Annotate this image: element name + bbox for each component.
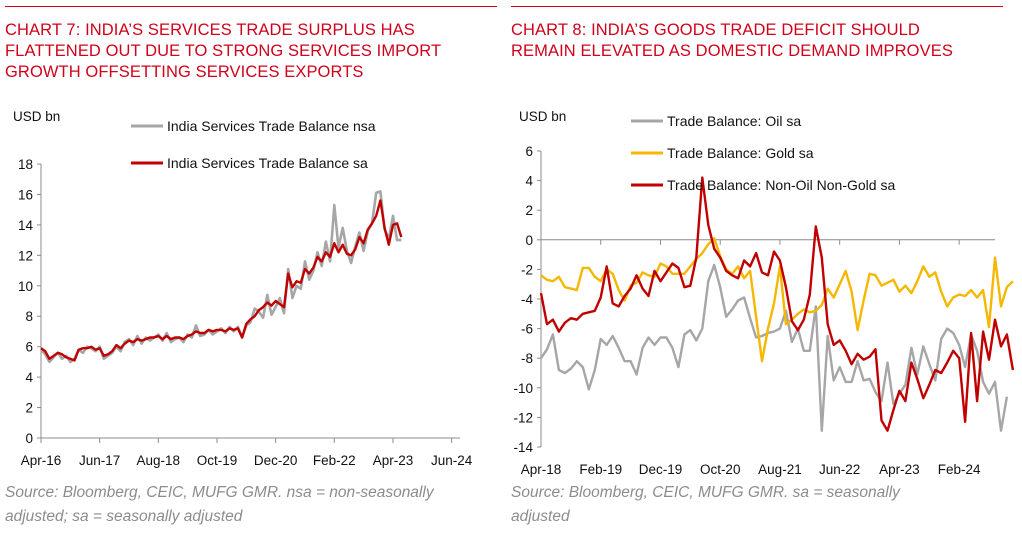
y-tick-label: 0 — [525, 233, 533, 248]
legend-label: Trade Balance: Oil sa — [667, 113, 801, 129]
chart-8-svg: USD bn -14 -12 -10 -8 -6 -4 -2 0 2 4 6 Apr-18 Feb-19 D… — [513, 109, 1015, 477]
y-tick-label: -4 — [521, 292, 533, 307]
x-tick-label: Apr-16 — [21, 453, 62, 468]
source-line: adjusted — [511, 508, 570, 525]
x-tick-label: Jun-22 — [819, 462, 860, 477]
chart-title: CHART 8: INDIA’S GOODS TRADE DEFICIT SHO… — [511, 20, 1003, 62]
y-tick-label: 6 — [25, 340, 33, 355]
y-tick-label: 16 — [18, 187, 33, 202]
y-tick-label: 0 — [25, 431, 33, 446]
title-line: REMAIN ELEVATED AS DOMESTIC DEMAND IMPRO… — [511, 42, 953, 60]
y-tick-label: 18 — [18, 157, 33, 172]
y-tick-label: 6 — [525, 144, 533, 159]
y-tick-label: 8 — [25, 309, 33, 324]
legend-label: India Services Trade Balance sa — [167, 155, 368, 171]
title-line: FLATTENED OUT DUE TO STRONG SERVICES IMP… — [5, 42, 442, 60]
y-unit-label: USD bn — [519, 109, 566, 124]
chart-7-svg: USD bn 0 2 4 6 8 10 12 14 16 18 Apr-16 Jun-17 Aug-18 O… — [13, 109, 473, 468]
title-line: CHART 7: INDIA’S SERVICES TRADE SURPLUS … — [5, 21, 415, 39]
y-tick-label: -10 — [513, 381, 533, 396]
y-tick-label: -2 — [521, 262, 533, 277]
y-tick-label: 14 — [18, 218, 34, 233]
y-tick-label: -8 — [521, 351, 533, 366]
x-tick-label: Dec-20 — [254, 453, 298, 468]
x-tick-label: Oct-19 — [197, 453, 238, 468]
y-unit-label: USD bn — [13, 109, 60, 124]
y-tick-label: 2 — [525, 203, 533, 218]
y-tick-label: 2 — [25, 401, 33, 416]
y-tick-label: -14 — [513, 440, 533, 455]
x-tick-label: Apr-23 — [879, 462, 920, 477]
x-tick-label: Feb-22 — [313, 453, 356, 468]
x-tick-label: Feb-24 — [938, 462, 981, 477]
top-rule — [511, 6, 1003, 7]
source-note: Source: Bloomberg, CEIC, MUFG GMR. sa = … — [511, 481, 1008, 529]
legend-label: Trade Balance: Non-Oil Non-Gold sa — [667, 177, 895, 193]
source-note: Source: Bloomberg, CEIC, MUFG GMR. nsa =… — [5, 481, 502, 529]
y-tick-label: -12 — [513, 410, 533, 425]
x-tick-label: Feb-19 — [579, 462, 622, 477]
x-tick-label: Oct-20 — [700, 462, 741, 477]
x-tick-label: Apr-18 — [521, 462, 562, 477]
series-line-2 — [40, 199, 403, 362]
source-line: Source: Bloomberg, CEIC, MUFG GMR. sa = … — [511, 484, 900, 501]
x-tick-label: Jun-17 — [79, 453, 120, 468]
chart-7-plot: USD bn 0 2 4 6 8 10 12 14 16 18 Apr-16 Jun-17 Aug-18 O… — [5, 96, 502, 476]
y-tick-label: 4 — [25, 370, 33, 385]
x-tick-label: Aug-18 — [137, 453, 181, 468]
title-line: CHART 8: INDIA’S GOODS TRADE DEFICIT SHO… — [511, 21, 920, 39]
chart-7-panel: CHART 7: INDIA’S SERVICES TRADE SURPLUS … — [5, 0, 502, 545]
top-rule — [5, 6, 497, 7]
series-line-2 — [540, 237, 1014, 363]
series-line-1 — [540, 263, 1009, 432]
chart-8-plot: USD bn -14 -12 -10 -8 -6 -4 -2 0 2 4 6 Apr-18 Feb-19 D… — [511, 96, 1015, 477]
legend-label: Trade Balance: Gold sa — [667, 145, 814, 161]
y-tick-label: 4 — [525, 174, 533, 189]
source-line: adjusted; sa = seasonally adjusted — [5, 508, 243, 525]
legend-label: India Services Trade Balance nsa — [167, 118, 376, 134]
y-tick-label: -6 — [521, 322, 533, 337]
chart-title: CHART 7: INDIA’S SERVICES TRADE SURPLUS … — [5, 20, 497, 83]
chart-8-panel: CHART 8: INDIA’S GOODS TRADE DEFICIT SHO… — [511, 0, 1015, 545]
source-line: Source: Bloomberg, CEIC, MUFG GMR. nsa =… — [5, 484, 434, 501]
x-tick-label: Jun-24 — [431, 453, 473, 468]
y-tick-label: 10 — [18, 279, 33, 294]
x-tick-label: Dec-19 — [639, 462, 683, 477]
title-line: GROWTH OFFSETTING SERVICES EXPORTS — [5, 63, 364, 81]
series-line-1 — [40, 190, 402, 364]
x-tick-label: Apr-23 — [373, 453, 414, 468]
series-line-3 — [539, 176, 1015, 432]
x-tick-label: Aug-21 — [758, 462, 802, 477]
y-tick-label: 12 — [18, 248, 33, 263]
